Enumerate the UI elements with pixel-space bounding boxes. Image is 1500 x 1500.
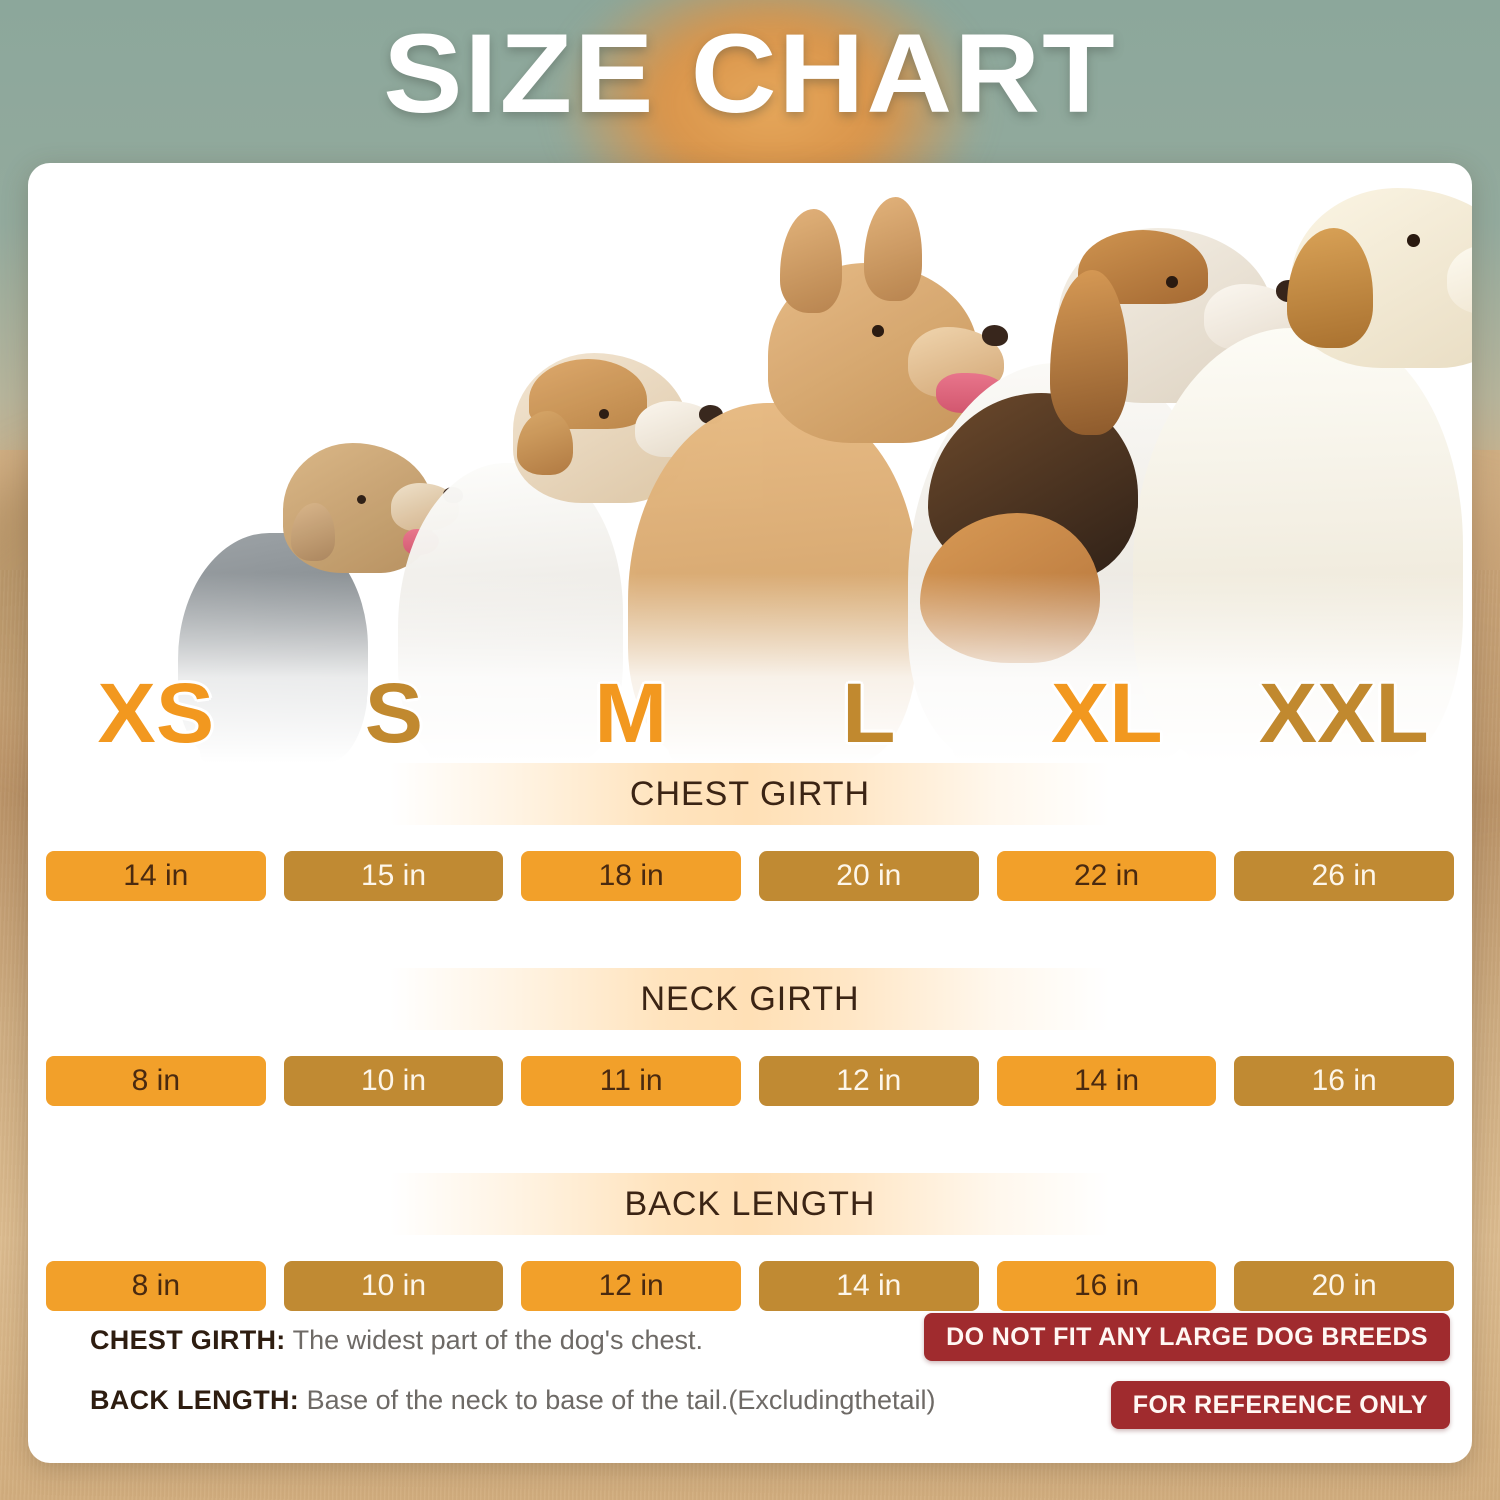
measurement-cell: 26 in xyxy=(1234,851,1454,901)
dog-nose xyxy=(982,325,1008,346)
dog-ear xyxy=(291,503,335,561)
section-heading: NECK GIRTH xyxy=(390,968,1110,1030)
size-label-xl: XL xyxy=(1050,666,1163,760)
dog-head xyxy=(513,353,723,503)
dog-head xyxy=(1287,188,1472,368)
measurement-section-chest-girth: CHEST GIRTH 14 in 15 in 18 in 20 in 22 in 26 i… xyxy=(28,763,1472,901)
measurement-section-neck-girth: NECK GIRTH 8 in 10 in 11 in 12 in 14 in 16 in xyxy=(28,968,1472,1106)
dog-ear xyxy=(780,209,842,313)
size-label-xxl: XXL xyxy=(1259,666,1430,760)
dog-head xyxy=(283,443,463,573)
measurement-cell: 20 in xyxy=(759,851,979,901)
measurement-cell: 15 in xyxy=(283,851,504,901)
note-label: CHEST GIRTH: xyxy=(90,1325,286,1355)
size-label-row: XS S M L XL XXL xyxy=(28,663,1472,755)
measurement-cell: 14 in xyxy=(46,851,266,901)
measurement-cell: 8 in xyxy=(46,1261,266,1311)
measurement-cell: 10 in xyxy=(283,1261,504,1311)
measurement-cell: 14 in xyxy=(996,1056,1217,1106)
dog-ear xyxy=(1050,270,1128,435)
size-label-l: L xyxy=(842,666,896,760)
measurement-row: 8 in 10 in 11 in 12 in 14 in 16 in xyxy=(28,1056,1472,1106)
size-label-xs: XS xyxy=(97,666,215,760)
dog-ear xyxy=(517,411,573,475)
measurement-cell: 16 in xyxy=(1234,1056,1454,1106)
section-heading: CHEST GIRTH xyxy=(390,763,1110,825)
dog-eye xyxy=(1166,276,1178,288)
note-label: BACK LENGTH: xyxy=(90,1385,300,1415)
measurement-cell: 22 in xyxy=(996,851,1217,901)
footer-notes: CHEST GIRTH: The widest part of the dog'… xyxy=(28,1293,1472,1463)
measurement-cell: 8 in xyxy=(46,1056,266,1106)
measurement-cell: 10 in xyxy=(283,1056,504,1106)
measurement-cell: 16 in xyxy=(996,1261,1217,1311)
dog-eye xyxy=(599,409,609,419)
dog-eye xyxy=(872,325,884,337)
page-title: SIZE CHART xyxy=(383,11,1117,136)
note-1: CHEST GIRTH: The widest part of the dog'… xyxy=(90,1325,703,1355)
measurement-cell: 20 in xyxy=(1234,1261,1454,1311)
measurement-cell: 12 in xyxy=(521,1261,741,1311)
dog-ear xyxy=(1287,228,1373,348)
measurement-cell: 12 in xyxy=(759,1056,979,1106)
note-2: BACK LENGTH: Base of the neck to base of… xyxy=(90,1385,936,1415)
dog-eye xyxy=(1407,234,1420,247)
size-label-s: S xyxy=(364,666,423,760)
size-chart-card: XS S M L XL XXL CHEST GIRTH 14 in 15 in 18 in 20 … xyxy=(28,163,1472,1463)
measurement-row: 14 in 15 in 18 in 20 in 22 in 26 in xyxy=(28,851,1472,901)
warning-badge-1: DO NOT FIT ANY LARGE DOG BREEDS xyxy=(924,1313,1450,1361)
dog-ear xyxy=(864,197,922,301)
measurement-cell: 11 in xyxy=(521,1056,741,1106)
dog-eye xyxy=(357,495,366,504)
warning-badge-2: FOR REFERENCE ONLY xyxy=(1110,1381,1450,1429)
measurement-section-back-length: BACK LENGTH 8 in 10 in 12 in 14 in 16 in 20 in xyxy=(28,1173,1472,1311)
measurement-cell: 18 in xyxy=(521,851,741,901)
size-label-m: M xyxy=(594,666,668,760)
measurement-row: 8 in 10 in 12 in 14 in 16 in 20 in xyxy=(28,1261,1472,1311)
dog-lineup-image xyxy=(28,163,1472,763)
dog-head xyxy=(768,197,1008,443)
measurement-cell: 14 in xyxy=(759,1261,979,1311)
section-heading: BACK LENGTH xyxy=(390,1173,1110,1235)
